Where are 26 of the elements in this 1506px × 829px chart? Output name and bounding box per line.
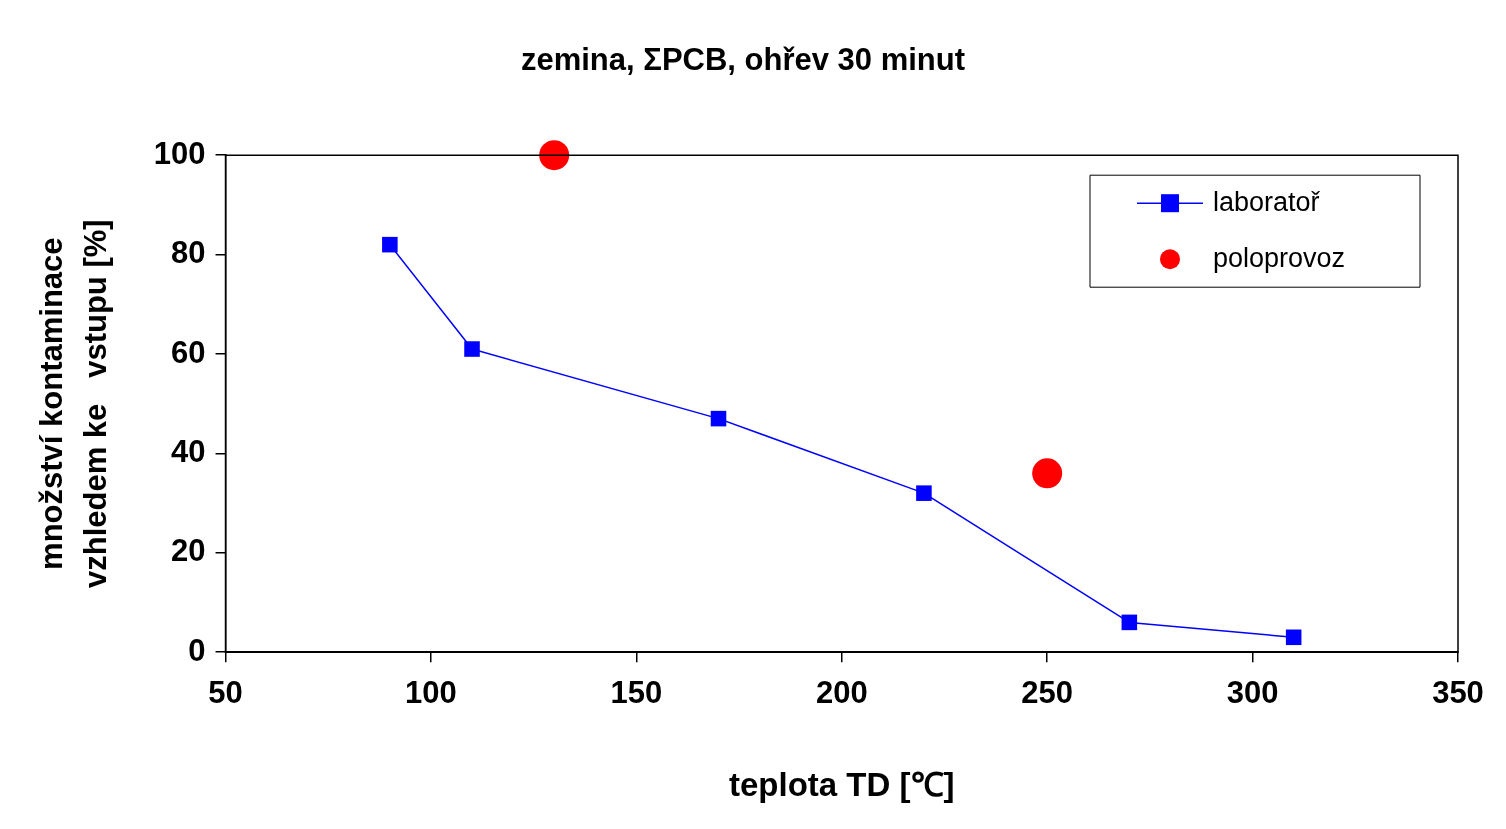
- legend-label: laboratoř: [1213, 186, 1321, 217]
- y-tick-label: 0: [188, 632, 206, 668]
- point: [539, 140, 570, 171]
- chart-title: zemina, ΣPCB, ohřev 30 minut: [520, 42, 966, 78]
- x-tick-label: 50: [208, 675, 243, 711]
- x-axis-title: teplota TD [℃]: [729, 766, 955, 804]
- y-tick-label: 80: [171, 235, 206, 271]
- point: [382, 236, 398, 253]
- y-tick-label: 40: [171, 433, 206, 469]
- point: [1285, 629, 1302, 646]
- x-tick-label: 200: [815, 675, 868, 711]
- point: [1032, 458, 1063, 489]
- x-tick-label: 250: [1021, 675, 1074, 711]
- point: [464, 341, 480, 357]
- y-tick-label: 100: [153, 135, 206, 171]
- y-tick-label: 20: [171, 533, 206, 569]
- x-tick-label: 300: [1226, 675, 1279, 711]
- point: [916, 485, 932, 501]
- legend-label: poloprovoz: [1213, 242, 1346, 273]
- point: [1121, 614, 1138, 631]
- y-axis-title: množství kontaminace vzhledem ke vstupu [%]: [34, 219, 113, 589]
- x-tick-label: 100: [405, 675, 457, 711]
- x-tick-label: 150: [610, 675, 663, 711]
- point: [710, 410, 727, 427]
- x-tick-label: 350: [1432, 675, 1484, 711]
- y-tick-label: 60: [171, 334, 206, 370]
